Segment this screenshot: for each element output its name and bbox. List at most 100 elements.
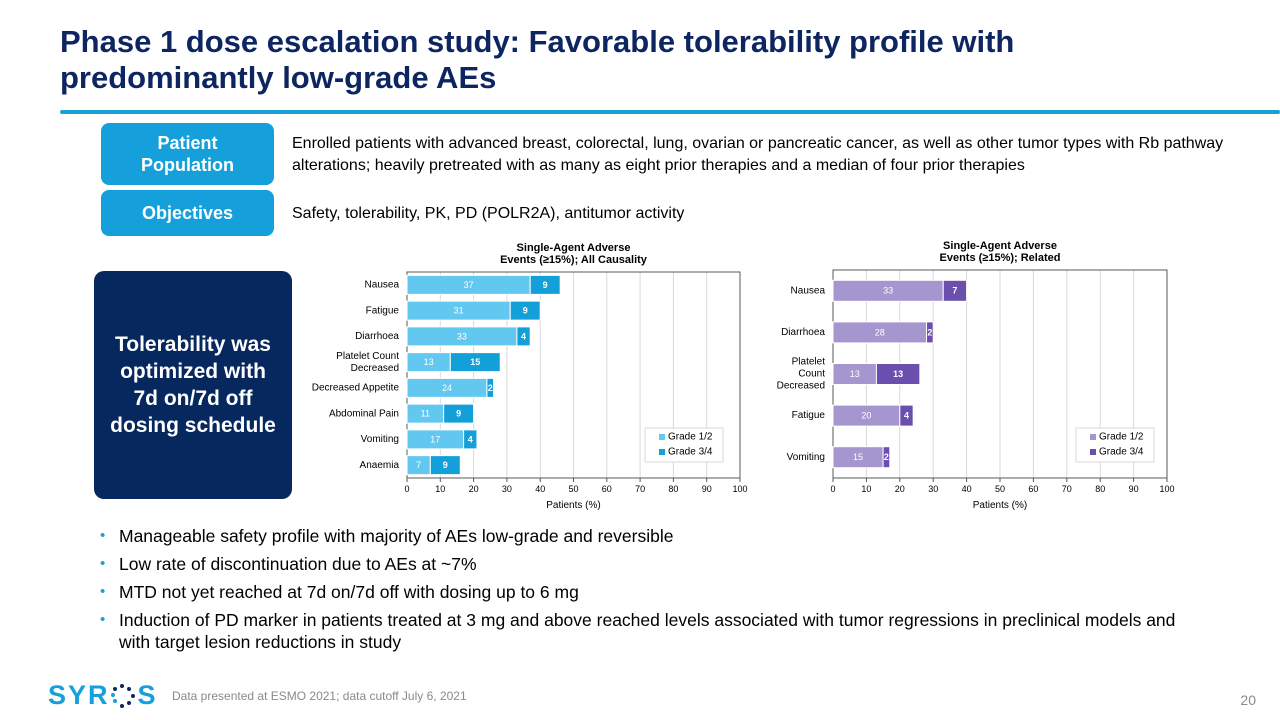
data-label: 20 [861, 410, 871, 420]
key-findings-list: • Manageable safety profile with majority… [100, 525, 1180, 659]
x-tick-label: 100 [732, 484, 747, 494]
bar-grade-3-4 [429, 455, 461, 476]
x-tick-label: 70 [635, 484, 645, 494]
bullet-item: • Induction of PD marker in patients trea… [100, 609, 1180, 653]
x-tick-label: 0 [404, 484, 409, 494]
category-label: Platelet Count Decreased [336, 351, 399, 374]
data-label: 17 [430, 434, 440, 444]
bar-grade-3-4 [449, 352, 501, 373]
bullet-icon: • [100, 527, 106, 544]
data-label: 9 [543, 280, 548, 290]
logo-text-right: S [137, 680, 158, 710]
bullet-icon: • [100, 611, 106, 628]
data-label: 7 [416, 460, 421, 470]
bar-grade-3-4 [486, 377, 495, 398]
data-label: 2 [927, 327, 932, 337]
footnote: Data presented at ESMO 2021; data cutoff… [172, 689, 467, 703]
x-tick-label: 0 [830, 484, 835, 494]
x-tick-label: 100 [1159, 484, 1174, 494]
bar-grade-1-2 [406, 274, 531, 295]
data-label: 37 [464, 280, 474, 290]
page-number: 20 [1240, 692, 1256, 708]
x-tick-label: 30 [928, 484, 938, 494]
bar-grade-1-2 [832, 363, 877, 385]
category-label: Fatigue [366, 305, 400, 316]
x-tick-label: 10 [435, 484, 445, 494]
bar-grade-1-2 [406, 455, 431, 476]
x-axis-label: Patients (%) [546, 500, 600, 511]
legend-swatch [659, 449, 665, 455]
bar-grade-1-2 [406, 352, 451, 373]
legend-label: Grade 3/4 [668, 447, 713, 458]
logo-text-left: SYR [48, 680, 110, 710]
x-tick-label: 50 [568, 484, 578, 494]
bar-grade-1-2 [832, 404, 901, 427]
legend-swatch [1090, 449, 1096, 455]
objectives-label: Objectives [101, 190, 274, 236]
bar-grade-3-4 [875, 363, 921, 385]
x-tick-label: 40 [962, 484, 972, 494]
x-tick-label: 10 [861, 484, 871, 494]
bar-grade-1-2 [832, 321, 928, 344]
x-tick-label: 70 [1062, 484, 1072, 494]
x-tick-label: 80 [668, 484, 678, 494]
tolerability-callout: Tolerability was optimized with 7d on/7d… [94, 271, 292, 499]
bar-grade-3-4 [516, 326, 531, 347]
data-label: 13 [893, 369, 903, 379]
slide-title: Phase 1 dose escalation study: Favorable… [60, 24, 1015, 95]
x-tick-label: 20 [895, 484, 905, 494]
category-label: Abdominal Pain [329, 408, 399, 419]
data-label: 11 [421, 409, 430, 419]
x-axis-label: Patients (%) [973, 500, 1027, 511]
data-label: 4 [904, 410, 909, 420]
plot-area-border [406, 271, 741, 479]
plot-area-border [832, 269, 1168, 479]
bar-grade-3-4 [926, 321, 934, 344]
objectives-text: Safety, tolerability, PK, PD (POLR2A), a… [292, 205, 685, 222]
category-label: Platelet Count Decreased [777, 357, 826, 392]
chart-title: Single-Agent Adverse Events (≥15%); All C… [500, 242, 648, 266]
chart-title: Single-Agent Adverse Events (≥15%); Relat… [940, 240, 1061, 264]
bar-grade-3-4 [529, 274, 561, 295]
data-label: 13 [850, 369, 860, 379]
x-tick-label: 50 [995, 484, 1005, 494]
bar-grade-1-2 [406, 429, 465, 450]
bullet-text: MTD not yet reached at 7d on/7d off with… [119, 582, 579, 602]
bullet-text: Induction of PD marker in patients treat… [119, 610, 1176, 652]
bullet-item: • Manageable safety profile with majority… [100, 525, 1180, 547]
category-label: Diarrhoea [781, 327, 825, 338]
data-label: 15 [853, 452, 863, 462]
x-tick-label: 60 [1028, 484, 1038, 494]
category-label: Fatigue [792, 410, 826, 421]
x-tick-label: 80 [1095, 484, 1105, 494]
bar-grade-1-2 [406, 403, 445, 424]
patient-population-text: Enrolled patients with advanced breast, … [292, 135, 1224, 174]
legend-box [1075, 427, 1155, 463]
bullet-icon: • [100, 583, 106, 600]
category-label: Vomiting [361, 434, 399, 445]
category-label: Nausea [365, 280, 400, 291]
bullet-icon: • [100, 555, 106, 572]
data-label: 9 [456, 409, 461, 419]
bullet-item: • Low rate of discontinuation due to AEs … [100, 553, 1180, 575]
x-tick-label: 90 [1129, 484, 1139, 494]
x-tick-label: 40 [535, 484, 545, 494]
data-label: 13 [424, 357, 434, 367]
bar-grade-1-2 [406, 377, 488, 398]
legend-swatch [659, 434, 665, 440]
data-label: 2 [488, 383, 493, 393]
bar-grade-1-2 [406, 300, 511, 321]
category-label: Diarrhoea [355, 331, 399, 342]
patient-population-label: Patient Population [101, 123, 274, 185]
x-tick-label: 60 [602, 484, 612, 494]
legend-label: Grade 1/2 [668, 432, 713, 443]
legend-swatch [1090, 434, 1096, 440]
bar-grade-3-4 [899, 404, 914, 427]
legend-label: Grade 3/4 [1099, 447, 1144, 458]
data-label: 9 [523, 306, 528, 316]
category-label: Anaemia [360, 460, 400, 471]
legend-box [644, 427, 724, 463]
data-label: 9 [443, 460, 448, 470]
x-tick-label: 90 [702, 484, 712, 494]
bar-grade-3-4 [509, 300, 541, 321]
